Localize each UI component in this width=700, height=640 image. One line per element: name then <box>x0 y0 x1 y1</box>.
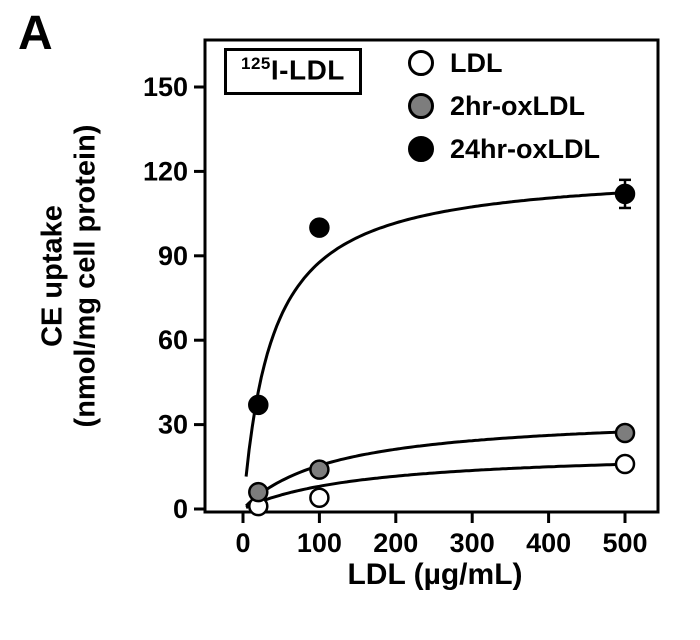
data-point-LDL <box>309 487 330 508</box>
y-axis-label: CE uptake (nmol/mg cell protein) <box>37 16 104 536</box>
legend-marker-filled-circle <box>408 136 434 162</box>
fit-curve-2hr-oxLDL <box>245 430 626 507</box>
data-point-2hr-oxLDL <box>309 459 330 480</box>
legend-item: LDL <box>408 46 600 80</box>
y-tick-label: 90 <box>158 241 188 271</box>
y-tick-label: 120 <box>143 156 188 186</box>
y-axis-label-line2: (nmol/mg cell protein) <box>70 124 102 428</box>
x-tick-label: 500 <box>602 528 647 558</box>
panel-letter: A <box>18 7 53 60</box>
fit-curve-LDL <box>245 462 626 509</box>
y-axis-label-line1: CE uptake <box>36 205 69 347</box>
data-point-2hr-oxLDL <box>614 422 636 444</box>
legend-label: 2hr-oxLDL <box>450 90 585 121</box>
x-axis-label: LDL (µg/mL) <box>347 558 523 591</box>
data-point-LDL <box>614 453 636 475</box>
data-point-24hr-oxLDL <box>614 183 636 205</box>
legend-item: 24hr-oxLDL <box>408 132 600 166</box>
x-tick-label: 400 <box>526 528 571 558</box>
legend-marker-gray-circle <box>408 93 434 119</box>
data-point-24hr-oxLDL <box>309 217 330 238</box>
y-tick-label: 60 <box>158 325 188 355</box>
y-tick-label: 0 <box>173 494 188 524</box>
legend-item: 2hr-oxLDL <box>408 89 600 123</box>
fit-curve-24hr-oxLDL <box>244 191 626 477</box>
legend-label: 24hr-oxLDL <box>450 133 601 164</box>
isotope-superscript: 125 <box>241 54 271 73</box>
legend: LDL 2hr-oxLDL 24hr-oxLDL <box>408 46 600 175</box>
legend-label: LDL <box>450 47 503 78</box>
data-point-24hr-oxLDL <box>248 394 269 416</box>
x-tick-label: 100 <box>297 528 342 558</box>
x-tick-label: 300 <box>450 528 495 558</box>
data-point-2hr-oxLDL <box>248 481 269 503</box>
plot-frame <box>203 38 660 514</box>
isotope-label-box: 125I-LDL <box>224 48 362 96</box>
y-tick-label: 150 <box>143 72 188 102</box>
legend-marker-open-circle <box>408 50 434 76</box>
x-tick-label: 200 <box>373 528 418 558</box>
x-tick-label: 0 <box>235 528 250 558</box>
isotope-text: I-LDL <box>270 54 345 86</box>
y-tick-label: 30 <box>158 410 188 440</box>
